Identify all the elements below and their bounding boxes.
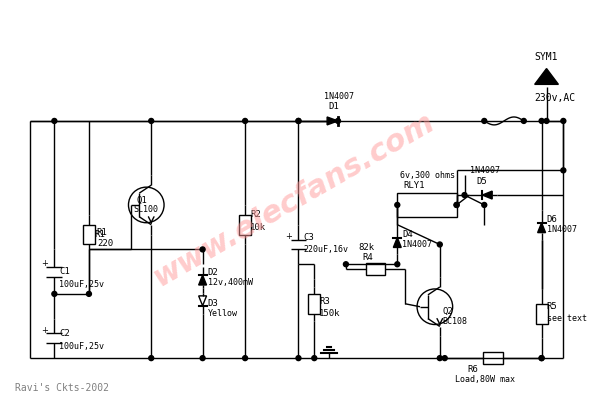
Text: 100uF,25v: 100uF,25v <box>59 342 105 351</box>
Text: +: + <box>285 232 292 241</box>
Circle shape <box>296 118 301 124</box>
Text: D6: D6 <box>546 215 557 224</box>
Circle shape <box>561 118 566 124</box>
Text: 1N4007: 1N4007 <box>546 225 577 234</box>
Text: 220uF,16v: 220uF,16v <box>304 245 349 254</box>
Circle shape <box>443 356 447 361</box>
Circle shape <box>522 118 526 124</box>
Text: R6: R6 <box>467 366 478 374</box>
Bar <box>239 215 251 234</box>
Polygon shape <box>198 275 207 285</box>
Circle shape <box>296 356 301 361</box>
Text: 230v,AC: 230v,AC <box>535 93 576 103</box>
Circle shape <box>312 356 317 361</box>
Circle shape <box>242 118 248 124</box>
Text: 6v,300 ohms: 6v,300 ohms <box>400 171 455 180</box>
Circle shape <box>296 118 301 124</box>
Text: SYM1: SYM1 <box>535 52 558 62</box>
Text: 82k: 82k <box>359 243 375 252</box>
Text: R5: R5 <box>546 302 557 311</box>
Circle shape <box>128 187 164 223</box>
Text: R1: R1 <box>94 230 105 239</box>
Circle shape <box>462 192 467 198</box>
Text: C2: C2 <box>59 329 70 338</box>
Circle shape <box>539 356 544 361</box>
Circle shape <box>539 118 544 124</box>
Circle shape <box>437 242 443 247</box>
Circle shape <box>544 118 549 124</box>
Text: Ravi's Ckts-2002: Ravi's Ckts-2002 <box>15 383 109 393</box>
Circle shape <box>395 262 400 267</box>
Bar <box>484 352 503 364</box>
Circle shape <box>561 168 566 173</box>
Circle shape <box>539 356 544 361</box>
Circle shape <box>200 356 205 361</box>
Text: 1N4007: 1N4007 <box>470 166 500 175</box>
Polygon shape <box>393 238 402 248</box>
Text: D3: D3 <box>207 299 218 308</box>
Circle shape <box>148 356 154 361</box>
Text: Q2: Q2 <box>443 307 453 316</box>
Circle shape <box>242 356 248 361</box>
Text: C3: C3 <box>304 233 314 242</box>
Text: R3: R3 <box>319 297 330 306</box>
Text: D1: D1 <box>328 102 339 111</box>
Polygon shape <box>538 223 545 233</box>
Circle shape <box>200 247 205 252</box>
Text: D2: D2 <box>207 268 218 277</box>
Circle shape <box>52 118 57 124</box>
Text: 12v,400mW: 12v,400mW <box>207 278 252 286</box>
Circle shape <box>482 118 486 124</box>
Text: 150k: 150k <box>319 309 341 318</box>
Circle shape <box>87 292 91 296</box>
Polygon shape <box>327 117 338 125</box>
Text: 100uF,25v: 100uF,25v <box>59 280 105 288</box>
Polygon shape <box>482 191 492 199</box>
Text: +: + <box>41 326 48 335</box>
Text: D5: D5 <box>476 177 487 186</box>
Circle shape <box>417 289 453 324</box>
Text: Q1: Q1 <box>137 196 147 204</box>
Bar <box>536 304 548 324</box>
Circle shape <box>437 356 443 361</box>
Circle shape <box>52 292 57 296</box>
Circle shape <box>454 202 459 208</box>
Text: R2: R2 <box>250 210 261 219</box>
Text: 1N4007: 1N4007 <box>402 240 432 249</box>
Text: www.elecfans.com: www.elecfans.com <box>148 108 440 292</box>
Text: +: + <box>41 259 48 268</box>
Circle shape <box>343 262 348 267</box>
Circle shape <box>336 118 340 124</box>
Text: R4: R4 <box>363 253 374 262</box>
Text: 220: 220 <box>97 239 113 248</box>
Bar <box>83 225 95 244</box>
Text: D4: D4 <box>402 230 413 239</box>
Circle shape <box>395 202 400 208</box>
Text: Yellow: Yellow <box>207 309 238 318</box>
Polygon shape <box>535 68 558 84</box>
Text: RLY1: RLY1 <box>403 181 425 190</box>
Circle shape <box>482 202 486 208</box>
Bar <box>397 193 457 217</box>
Text: see text: see text <box>546 314 586 323</box>
Text: SL100: SL100 <box>134 205 159 214</box>
Text: BC108: BC108 <box>443 317 467 326</box>
Text: R1: R1 <box>97 228 108 237</box>
Bar <box>308 294 320 314</box>
Text: C1: C1 <box>59 267 70 276</box>
Circle shape <box>148 118 154 124</box>
Text: Load,80W max: Load,80W max <box>454 375 514 384</box>
Circle shape <box>454 202 459 208</box>
Text: 1N4007: 1N4007 <box>324 92 354 101</box>
Bar <box>366 263 386 275</box>
Text: 10k: 10k <box>250 223 266 232</box>
